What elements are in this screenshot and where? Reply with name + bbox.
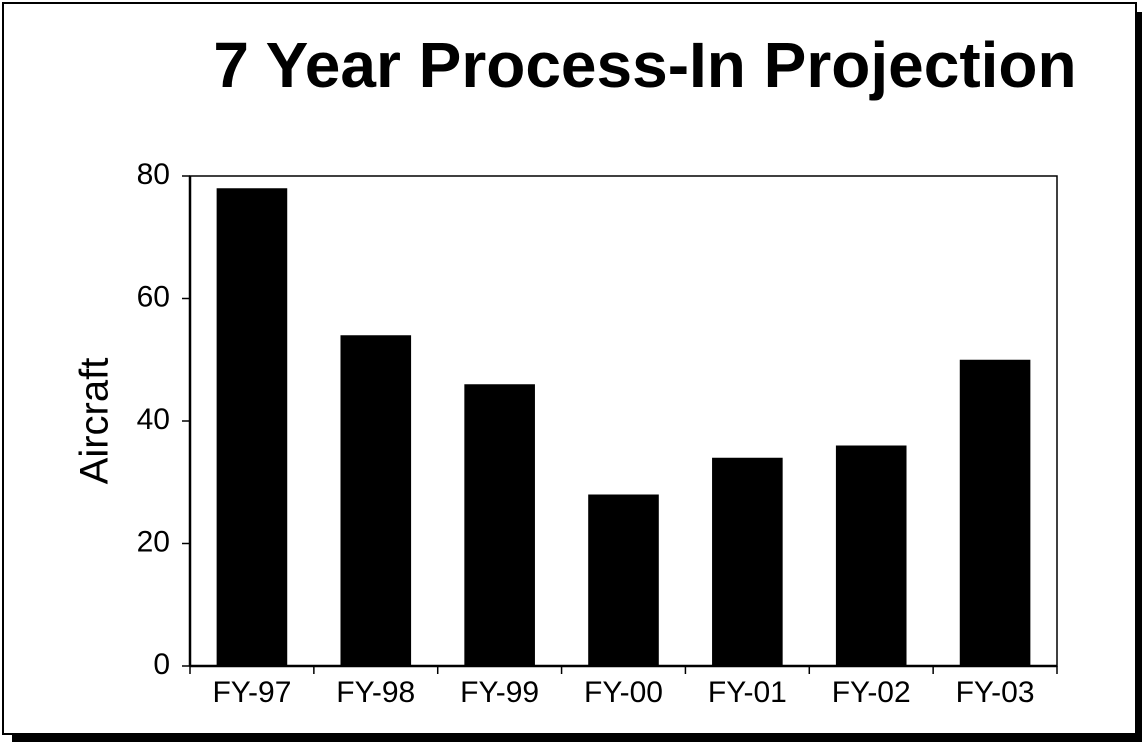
x-tick-label: FY-98 xyxy=(336,676,415,709)
y-tick-label: 80 xyxy=(137,158,170,191)
x-tick-label: FY-01 xyxy=(708,676,787,709)
frame xyxy=(2,2,1137,735)
chart-title: 7 Year Process-In Projection xyxy=(213,29,1076,101)
y-tick-label: 40 xyxy=(137,403,170,436)
bar xyxy=(959,359,1031,666)
y-tick-label: 0 xyxy=(153,648,170,681)
x-tick-label: FY-99 xyxy=(460,676,539,709)
bar xyxy=(464,384,535,666)
bar xyxy=(216,188,288,666)
bar xyxy=(588,494,659,666)
x-tick-label: FY-02 xyxy=(832,676,911,709)
x-tick-label: FY-03 xyxy=(956,676,1035,709)
y-axis-label: Aircraft xyxy=(73,358,117,485)
x-tick-label: FY-00 xyxy=(584,676,663,709)
x-tick-label: FY-97 xyxy=(212,676,291,709)
y-tick-label: 20 xyxy=(137,525,170,558)
bar xyxy=(340,335,412,666)
bar xyxy=(835,445,907,666)
bar xyxy=(712,457,783,666)
y-tick-label: 60 xyxy=(137,280,170,313)
